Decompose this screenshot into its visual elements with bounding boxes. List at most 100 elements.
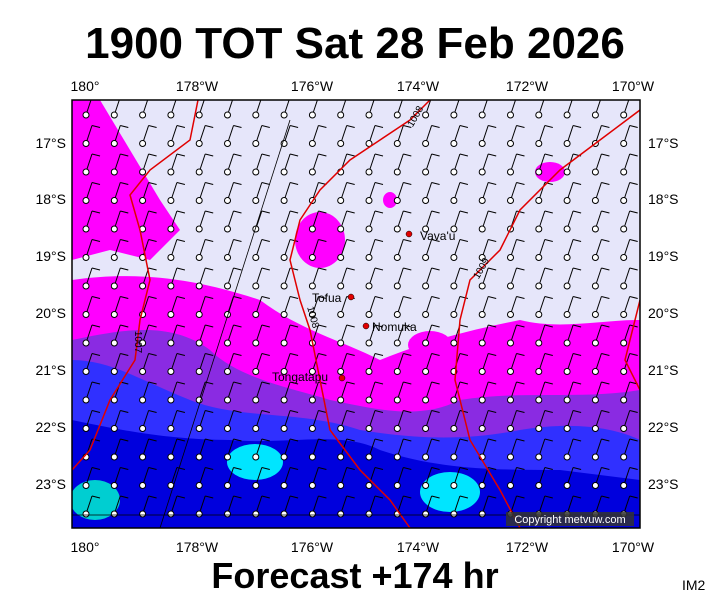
barb-station (365, 225, 373, 233)
barb-station (252, 425, 260, 432)
wind-barb (280, 153, 299, 176)
wind-barb (252, 410, 270, 432)
barb-flag (572, 353, 582, 356)
wind-barb (620, 210, 638, 233)
barb-station (365, 425, 373, 432)
wind-barb (110, 153, 129, 176)
lat-label: 22°S (648, 419, 679, 435)
barb-station (563, 368, 571, 375)
wind-barb (393, 410, 412, 432)
barb-flag (205, 239, 214, 242)
wind-barb (535, 296, 553, 318)
barb-station (591, 282, 599, 290)
barb-station (620, 311, 628, 318)
barb-station (535, 453, 543, 461)
barb-station (167, 197, 175, 204)
wind-barb (139, 324, 157, 347)
barb-station (563, 482, 571, 489)
wind-barb (591, 267, 610, 290)
wind-barb (507, 153, 525, 176)
barb-flag (261, 239, 270, 242)
wind-barb (591, 100, 601, 119)
lon-label: 170°W (612, 78, 655, 94)
wind-barb (478, 182, 497, 204)
barb-flag (403, 467, 412, 470)
barb-flag (459, 239, 469, 242)
barb-station (535, 168, 543, 176)
wind-barb (139, 125, 157, 147)
barb-flag (488, 438, 497, 442)
barb-flag (572, 267, 582, 271)
wind-barb (139, 267, 157, 290)
wind-barb (337, 324, 355, 347)
wind-barb (82, 495, 101, 518)
barb-station (365, 510, 373, 518)
wind-barb (195, 438, 214, 461)
wind-barb (393, 467, 412, 489)
barb-station (422, 254, 430, 261)
wind-barb (422, 353, 440, 375)
barb-station (563, 339, 571, 347)
barb-flag (176, 239, 186, 242)
wind-barb (478, 239, 497, 261)
barb-flag (403, 296, 412, 299)
barb-flag (91, 182, 101, 185)
barb-station (507, 396, 514, 404)
lat-label: 17°S (35, 135, 66, 151)
barb-station (450, 254, 458, 261)
barb-flag (516, 438, 525, 442)
barb-flag (148, 239, 157, 242)
barb-station (365, 453, 373, 461)
barb-station (252, 197, 260, 204)
barb-flag (601, 267, 610, 271)
barb-station (535, 254, 543, 261)
wind-barb (167, 153, 186, 176)
barb-station (450, 425, 458, 432)
barb-flag (205, 495, 214, 499)
barb-station (478, 282, 486, 290)
barb-station (252, 225, 260, 233)
barb-station (224, 282, 231, 290)
barb-station (167, 168, 175, 176)
wind-barb (507, 438, 525, 461)
wind-barb (422, 438, 440, 461)
barb-station (478, 368, 486, 375)
wind-barb (224, 495, 242, 518)
barb-flag (629, 467, 638, 470)
barb-station (308, 396, 316, 404)
wind-barb (535, 467, 553, 489)
wind-barb (252, 239, 270, 261)
barb-station (139, 339, 147, 347)
wind-barb (337, 467, 355, 489)
wind-barb (82, 239, 101, 261)
wind-barb (82, 153, 101, 176)
barb-station (620, 396, 628, 404)
barb-station (337, 425, 345, 432)
wind-barb (337, 495, 355, 518)
barb-station (591, 368, 599, 375)
wind-barb (365, 153, 384, 176)
barb-station (167, 339, 175, 347)
barb-flag (261, 495, 270, 499)
barb-station (478, 140, 486, 147)
barb-station (82, 225, 90, 233)
barb-station (535, 311, 543, 318)
barb-station (280, 510, 288, 518)
barb-flag (91, 495, 101, 499)
barb-flag (289, 467, 299, 470)
wind-barb (252, 296, 270, 318)
barb-flag (572, 210, 582, 214)
wind-barb (139, 100, 149, 119)
barb-flag (176, 296, 186, 299)
wind-barb (563, 438, 582, 461)
barb-flag (289, 495, 299, 499)
wind-barb (365, 210, 384, 233)
barb-flag (120, 296, 129, 299)
barb-station (139, 425, 147, 432)
barb-station (620, 140, 628, 147)
barb-station (422, 396, 430, 404)
barb-flag (572, 296, 582, 299)
wind-barb (252, 125, 270, 147)
barb-flag (374, 239, 384, 242)
barb-flag (544, 381, 553, 385)
